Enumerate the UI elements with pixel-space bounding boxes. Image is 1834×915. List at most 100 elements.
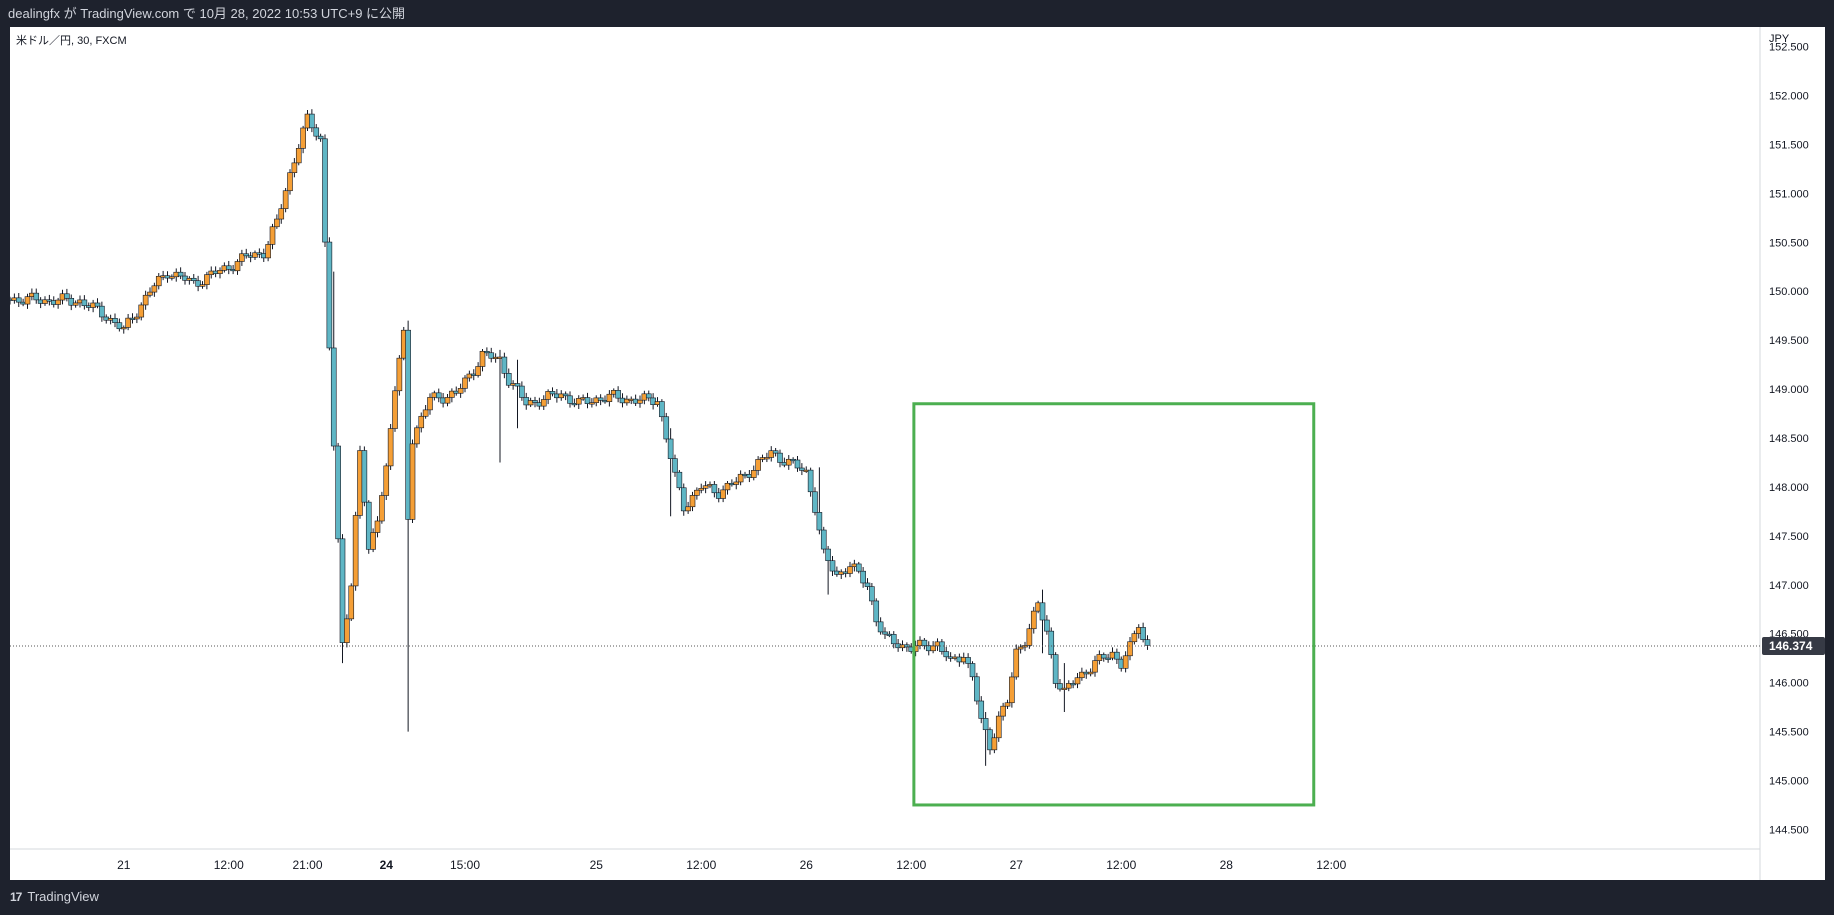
candle-body: [755, 459, 761, 471]
candle-body: [584, 397, 591, 404]
candle-body: [1065, 683, 1072, 689]
candle-body: [575, 398, 582, 405]
candle-body: [663, 416, 670, 440]
price-tick-label: 150.500: [1769, 237, 1809, 249]
price-tick-label: 149.500: [1769, 335, 1809, 347]
candle-body: [177, 271, 184, 277]
candle-body: [1017, 646, 1024, 650]
candle-body: [300, 127, 306, 149]
candle-body: [374, 520, 381, 533]
candle-body: [505, 373, 512, 386]
candle-body: [457, 388, 464, 394]
candle-body: [24, 296, 31, 305]
price-tick-label: 151.000: [1769, 188, 1809, 200]
candlestick-chart[interactable]: 144.500145.000145.500146.000146.500147.0…: [7, 27, 1825, 880]
candle-body: [991, 737, 998, 751]
candle-body: [930, 645, 936, 652]
candle-body: [64, 293, 70, 299]
candle-body: [138, 304, 145, 318]
price-tick-label: 147.500: [1769, 531, 1809, 543]
candle-body: [1048, 630, 1055, 655]
candle-body: [322, 138, 328, 243]
time-tick-label: 24: [380, 858, 394, 872]
candle-body: [147, 291, 153, 296]
candle-body: [860, 570, 866, 584]
time-tick-label: 26: [800, 858, 814, 872]
symbol-label: 米ドル／円, 30, FXCM: [16, 34, 127, 47]
candle-body: [444, 397, 451, 404]
candle-body: [120, 327, 127, 330]
candle-body: [978, 700, 985, 719]
candle-body: [365, 501, 372, 550]
candle-body: [764, 457, 770, 460]
candle-body: [387, 428, 394, 467]
candle-body: [1013, 648, 1020, 678]
tradingview-logo-icon: 17: [10, 889, 22, 904]
candle-body: [15, 297, 22, 303]
candle-body: [540, 399, 547, 407]
candle-body: [816, 512, 823, 531]
time-tick-label: 21:00: [292, 858, 322, 872]
candle-body: [698, 487, 705, 491]
candle-body: [965, 657, 971, 664]
price-tick-label: 144.500: [1769, 824, 1809, 836]
candle-body: [589, 402, 595, 405]
last-price-tag: [1762, 637, 1825, 656]
footer-bar: 17 TradingView: [0, 880, 1834, 915]
price-tick-label: 148.500: [1769, 433, 1809, 445]
candle-body: [418, 415, 425, 429]
candle-body: [81, 299, 88, 307]
candle-body: [190, 277, 197, 282]
candle-body: [142, 294, 149, 306]
candle-body: [195, 280, 201, 287]
candle-body: [217, 270, 223, 274]
candle-body: [1144, 639, 1151, 646]
price-tick-label: 149.000: [1769, 384, 1809, 396]
candle-body: [348, 585, 355, 620]
candle-body: [562, 393, 569, 397]
candle-body: [42, 299, 48, 304]
candle-body: [55, 299, 61, 305]
candle-body: [812, 491, 818, 513]
candle-body: [750, 470, 757, 478]
candle-body: [287, 172, 293, 192]
candle-body: [414, 427, 420, 445]
candle-body: [1100, 654, 1107, 659]
candle-body: [545, 391, 551, 400]
candle-body: [317, 135, 324, 140]
candle-body: [667, 438, 674, 459]
time-tick-label: 27: [1010, 858, 1024, 872]
candle-body: [339, 538, 346, 643]
candle-body: [99, 305, 105, 318]
candle-body: [405, 329, 411, 520]
candle-body: [501, 356, 508, 374]
candle-body: [1000, 705, 1006, 717]
chart-area[interactable]: 144.500 145.000 145.500 146.000 146.500 147.0…: [7, 27, 1825, 880]
candle-body: [890, 634, 897, 645]
candle-body: [1044, 619, 1050, 632]
candle-body: [645, 393, 652, 399]
price-tick-label: 150.000: [1769, 286, 1809, 298]
candle-body: [847, 566, 853, 574]
time-tick-label: 21: [117, 858, 131, 872]
candle-body: [869, 586, 875, 602]
candle-body: [295, 148, 302, 164]
tradingview-brand[interactable]: 17 TradingView: [10, 889, 99, 904]
candle-body: [864, 582, 871, 587]
candle-body: [370, 532, 376, 550]
candle-body: [68, 298, 75, 306]
candle-body: [383, 465, 390, 496]
candle-body: [134, 316, 140, 320]
candle-body: [855, 563, 862, 572]
candle-body: [820, 529, 827, 550]
candle-body: [239, 253, 245, 262]
candle-body: [720, 489, 726, 499]
candle-body: [995, 715, 1002, 739]
candle-body: [724, 482, 731, 491]
publish-header: dealingfx が TradingView.com で 10月 28, 20…: [0, 0, 1834, 27]
candle-body: [532, 400, 538, 403]
candle-body: [1140, 627, 1146, 640]
candle-body: [409, 443, 416, 520]
candle-body: [1061, 687, 1068, 690]
candle-body: [204, 274, 210, 285]
